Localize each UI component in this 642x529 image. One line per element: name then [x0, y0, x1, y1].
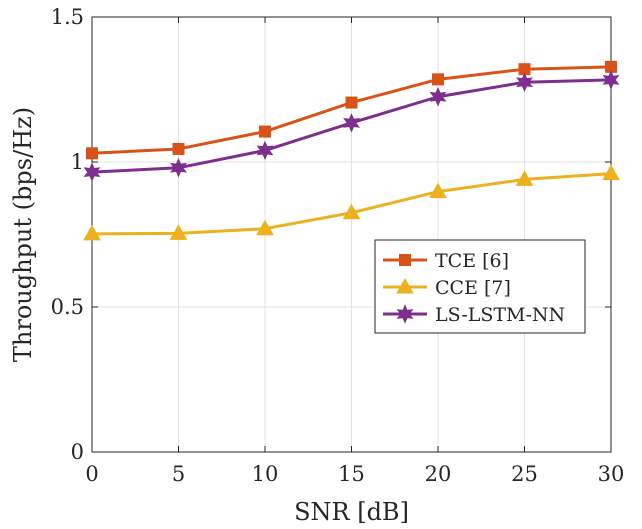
- x-tick-label: 10: [252, 462, 279, 486]
- y-axis-label: Throughput (bps/Hz): [9, 107, 37, 362]
- data-point-hexagram: [170, 158, 187, 178]
- x-axis-label: SNR [dB]: [294, 498, 409, 526]
- data-point-square: [345, 96, 358, 109]
- data-point-hexagram: [83, 162, 101, 182]
- y-tick-label: 0: [71, 440, 84, 464]
- x-tick-label: 25: [511, 462, 538, 486]
- series-triangle: [83, 164, 620, 241]
- data-point-square: [432, 73, 444, 86]
- legend-marker-hexagram: [396, 304, 414, 324]
- data-point-triangle: [429, 182, 447, 199]
- y-tick-label: 0.5: [51, 295, 84, 319]
- y-tick-label: 1: [71, 150, 84, 174]
- data-point-hexagram: [516, 72, 533, 93]
- x-tick-label: 0: [85, 462, 98, 486]
- data-point-triangle: [83, 224, 101, 241]
- data-series: [83, 60, 620, 241]
- legend-label: TCE [6]: [435, 250, 509, 272]
- data-point-triangle: [169, 224, 188, 240]
- data-point-square: [86, 147, 98, 160]
- legend: TCE [6] CCE [7] LS-LSTM-NN: [374, 239, 586, 334]
- y-tick-label: 1.5: [51, 5, 84, 29]
- x-tick-label: 20: [425, 462, 452, 486]
- data-point-triangle: [602, 164, 620, 181]
- data-point-square: [259, 125, 271, 138]
- legend-label: LS-LSTM-NN: [435, 304, 565, 326]
- data-point-hexagram: [429, 86, 447, 107]
- data-point-square: [172, 142, 185, 155]
- data-point-triangle: [256, 219, 274, 236]
- data-point-hexagram: [602, 70, 620, 90]
- x-tick-label: 15: [338, 462, 365, 486]
- data-point-hexagram: [343, 113, 360, 133]
- data-point-triangle: [342, 203, 361, 220]
- x-tick-label: 30: [598, 462, 625, 486]
- series-hexagram: [83, 70, 620, 182]
- legend-marker-triangle: [396, 277, 414, 294]
- axis-ticks: 0 5 10 15 20 25 30 0 0.5 1 1.5: [51, 5, 625, 486]
- data-point-triangle: [515, 170, 534, 186]
- legend-marker-square: [399, 254, 411, 266]
- data-point-hexagram: [256, 140, 274, 161]
- legend-label: CCE [7]: [435, 277, 511, 299]
- x-tick-label: 5: [172, 462, 185, 486]
